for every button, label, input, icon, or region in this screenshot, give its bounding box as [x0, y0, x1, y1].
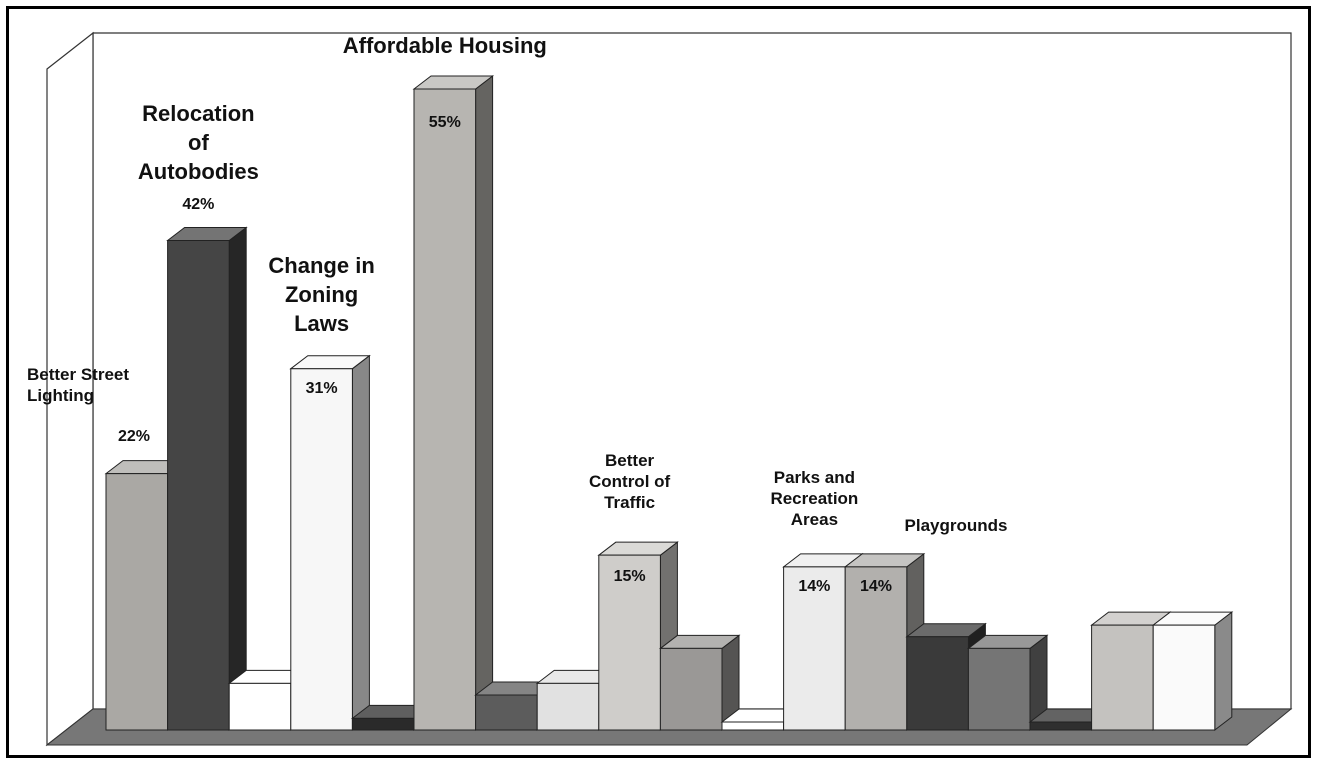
bar-side	[475, 74, 494, 732]
category-label: Playgrounds	[905, 516, 1008, 535]
data-label: 22%	[118, 428, 150, 445]
bar	[289, 354, 371, 732]
bar-front	[475, 694, 538, 731]
bar-side	[351, 354, 370, 732]
data-label: 42%	[182, 196, 214, 213]
category-label: Parks and Recreation Areas	[770, 468, 858, 529]
bar-side	[1214, 611, 1233, 732]
category-label: Better Control of Traffic	[589, 451, 671, 512]
bar-front	[1152, 624, 1216, 731]
bar-front	[351, 717, 415, 731]
data-label: 14%	[798, 578, 830, 595]
bar-front	[413, 88, 477, 731]
bar-front	[967, 647, 1031, 731]
bar-side	[228, 226, 247, 732]
chart-frame: 22% 42% 31% 55% 15% 14% 14% Better Street Lighti…	[6, 6, 1311, 758]
bar	[966, 634, 1049, 732]
category-label: Change in Zoning Laws	[268, 253, 374, 336]
bar-front	[1091, 624, 1154, 731]
data-label: 14%	[860, 578, 892, 595]
bar-front	[167, 240, 230, 731]
labels-layer: 22% 42% 31% 55% 15% 14% 14% Better Street Lighti…	[27, 33, 1007, 595]
bar-front	[105, 473, 169, 731]
bar	[1151, 611, 1234, 732]
bar	[658, 634, 741, 732]
bar-front	[1029, 721, 1093, 731]
bar	[412, 74, 495, 732]
data-label: 15%	[614, 568, 646, 585]
category-label: Affordable Housing	[343, 33, 547, 58]
bar	[166, 226, 248, 732]
bar-front	[659, 647, 723, 731]
bar-front	[906, 636, 969, 731]
bar-front	[536, 682, 600, 731]
bar-front	[290, 368, 353, 731]
data-label: 55%	[429, 114, 461, 131]
bar-front	[228, 682, 292, 731]
category-label: Relocation of Autobodies	[138, 101, 259, 184]
bar-chart-3d: 22% 42% 31% 55% 15% 14% 14% Better Street Lighti…	[27, 31, 1293, 747]
bar-front	[721, 721, 785, 731]
bars-layer	[104, 74, 1234, 732]
data-label: 31%	[306, 380, 338, 397]
back-wall	[92, 32, 1292, 710]
category-label: Better Street Lighting	[27, 365, 129, 405]
